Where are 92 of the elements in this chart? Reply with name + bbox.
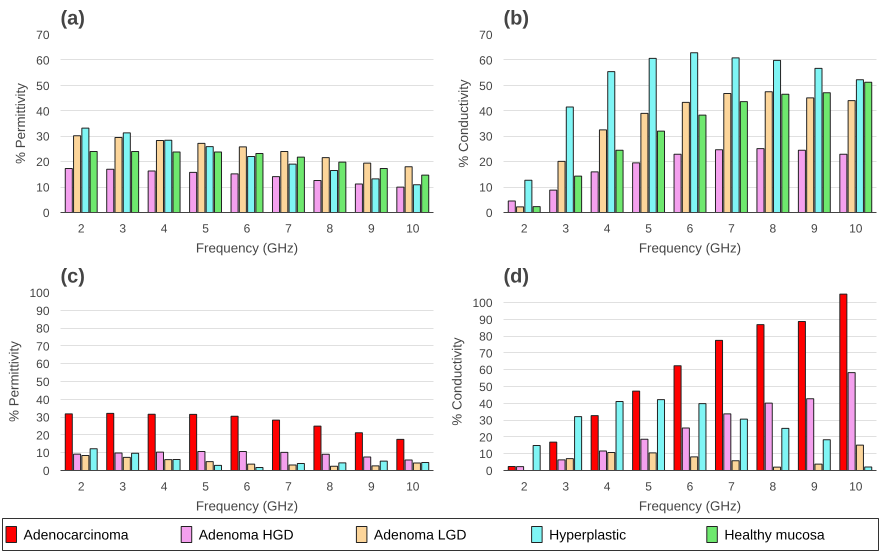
x-tick-label: 3 xyxy=(562,222,570,236)
y-tick-label: 30 xyxy=(479,130,493,144)
y-tick-label: 0 xyxy=(486,206,493,220)
x-axis-title: Frequency (GHz) xyxy=(638,498,742,514)
y-tick-label: 40 xyxy=(479,104,493,118)
y-tick-label: 30 xyxy=(36,410,50,425)
y-tick-label: 20 xyxy=(36,428,50,442)
y-tick-label: 90 xyxy=(36,304,50,318)
x-tick-label: 3 xyxy=(119,222,126,236)
y-tick-label: 50 xyxy=(36,78,50,93)
legend-label: Healthy mucosa xyxy=(724,526,825,542)
y-tick-label: 100 xyxy=(472,296,493,310)
y-tick-label: 10 xyxy=(479,180,493,195)
x-tick-label: 4 xyxy=(604,222,611,236)
x-tick-label: 8 xyxy=(770,222,777,236)
chart-title: (b) xyxy=(504,8,530,30)
y-axis-title: % Permittivity xyxy=(6,340,22,422)
x-tick-label: 4 xyxy=(160,480,168,494)
y-tick-label: 10 xyxy=(479,447,493,462)
x-tick-label: 10 xyxy=(406,480,420,494)
y-tick-label: 80 xyxy=(479,330,493,344)
y-tick-label: 60 xyxy=(479,363,493,378)
x-tick-label: 10 xyxy=(849,480,863,494)
x-tick-label: 7 xyxy=(728,480,736,494)
x-tick-label: 2 xyxy=(520,222,528,236)
x-axis-title: Frequency (GHz) xyxy=(196,240,298,256)
x-tick-label: 6 xyxy=(686,480,694,494)
x-tick-label: 2 xyxy=(520,480,528,494)
x-tick-label: 4 xyxy=(604,480,611,494)
y-tick-label: 70 xyxy=(479,28,493,42)
y-tick-label: 20 xyxy=(36,155,50,170)
x-tick-label: 8 xyxy=(326,222,334,236)
x-tick-label: 6 xyxy=(686,222,694,236)
x-tick-label: 7 xyxy=(728,222,736,236)
x-tick-label: 5 xyxy=(645,222,652,236)
y-tick-label: 90 xyxy=(479,312,493,327)
y-tick-label: 40 xyxy=(479,396,493,411)
y-tick-label: 100 xyxy=(29,286,50,300)
y-axis-title: % Conductivity xyxy=(456,79,472,168)
x-tick-label: 7 xyxy=(285,222,292,236)
x-tick-label: 10 xyxy=(406,222,420,236)
legend-label: Adenoma HGD xyxy=(198,526,294,542)
y-tick-label: 50 xyxy=(479,78,493,93)
y-tick-label: 20 xyxy=(479,155,493,170)
y-tick-label: 0 xyxy=(486,464,493,478)
chart-title: (a) xyxy=(60,8,85,30)
x-axis-title: Frequency (GHz) xyxy=(196,498,298,514)
y-tick-label: 10 xyxy=(36,180,50,195)
x-tick-label: 9 xyxy=(810,480,818,494)
y-tick-label: 0 xyxy=(42,206,50,220)
y-tick-label: 40 xyxy=(36,104,50,118)
x-tick-label: 7 xyxy=(285,480,292,494)
x-tick-label: 2 xyxy=(78,480,85,494)
x-tick-label: 9 xyxy=(368,222,375,236)
x-tick-label: 3 xyxy=(562,480,570,494)
y-tick-label: 40 xyxy=(36,392,50,407)
chart-title: (c) xyxy=(60,266,85,288)
y-tick-label: 30 xyxy=(479,414,493,428)
legend-label: Adenocarcinoma xyxy=(24,526,129,542)
y-tick-label: 70 xyxy=(479,346,493,360)
legend-label: Hyperplastic xyxy=(549,526,626,542)
x-tick-label: 3 xyxy=(119,480,126,494)
y-tick-label: 70 xyxy=(36,28,50,42)
y-tick-label: 70 xyxy=(36,339,50,354)
x-tick-label: 8 xyxy=(326,480,334,494)
y-tick-label: 60 xyxy=(479,53,493,68)
x-tick-label: 5 xyxy=(202,222,210,236)
y-tick-label: 10 xyxy=(36,446,50,460)
y-axis-title: % Permittivity xyxy=(13,82,28,164)
legend-label: Adenoma LGD xyxy=(374,526,467,542)
x-tick-label: 9 xyxy=(810,222,818,236)
x-tick-label: 10 xyxy=(849,222,863,236)
y-tick-label: 50 xyxy=(36,375,50,389)
y-tick-label: 60 xyxy=(36,53,50,68)
y-tick-label: 50 xyxy=(479,380,493,394)
x-tick-label: 8 xyxy=(770,480,777,494)
x-tick-label: 5 xyxy=(202,480,210,494)
chart-title: (d) xyxy=(504,266,530,288)
x-tick-label: 6 xyxy=(244,480,251,494)
y-tick-label: 80 xyxy=(36,322,50,336)
y-tick-label: 60 xyxy=(36,357,50,372)
y-tick-label: 20 xyxy=(479,430,493,444)
x-tick-label: 6 xyxy=(244,222,251,236)
x-tick-label: 2 xyxy=(78,222,85,236)
x-axis-title: Frequency (GHz) xyxy=(638,240,742,256)
y-axis-title: % Conductivity xyxy=(449,337,464,426)
x-tick-label: 5 xyxy=(645,480,652,494)
y-tick-label: 30 xyxy=(36,130,50,144)
bar xyxy=(532,444,541,470)
x-tick-label: 9 xyxy=(368,480,375,494)
y-tick-label: 0 xyxy=(42,464,50,478)
x-tick-label: 4 xyxy=(160,222,168,236)
